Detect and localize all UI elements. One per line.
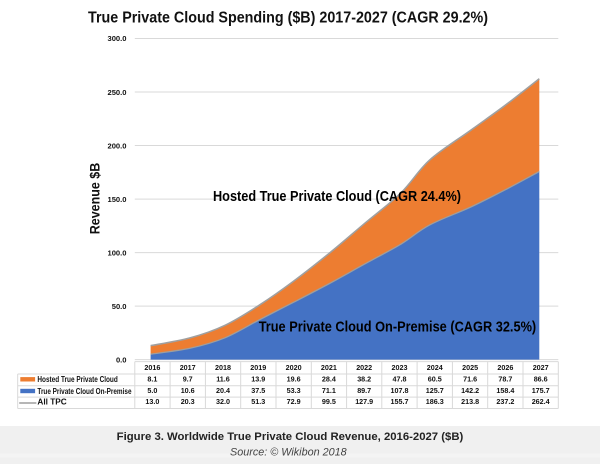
svg-text:72.9: 72.9 <box>287 397 301 406</box>
svg-text:9.7: 9.7 <box>183 374 193 383</box>
svg-text:Hosted True Private Cloud: Hosted True Private Cloud <box>37 375 117 384</box>
svg-text:19.6: 19.6 <box>287 374 301 383</box>
svg-text:10.6: 10.6 <box>181 386 195 395</box>
svg-text:2018: 2018 <box>215 363 231 372</box>
svg-text:2017: 2017 <box>180 363 196 372</box>
svg-text:51.3: 51.3 <box>251 397 265 406</box>
svg-text:2023: 2023 <box>392 363 408 372</box>
svg-text:53.3: 53.3 <box>287 386 301 395</box>
svg-text:200.0: 200.0 <box>107 141 126 150</box>
svg-text:32.0: 32.0 <box>216 397 230 406</box>
svg-text:47.8: 47.8 <box>393 374 407 383</box>
svg-text:89.7: 89.7 <box>357 386 371 395</box>
svg-text:262.4: 262.4 <box>532 397 550 406</box>
svg-text:13.9: 13.9 <box>251 374 265 383</box>
svg-text:237.2: 237.2 <box>496 397 514 406</box>
svg-text:86.6: 86.6 <box>534 374 548 383</box>
svg-text:2025: 2025 <box>462 363 478 372</box>
svg-text:71.6: 71.6 <box>463 374 477 383</box>
svg-text:2020: 2020 <box>286 363 302 372</box>
svg-text:Figure 3. Worldwide True Priva: Figure 3. Worldwide True Private Cloud R… <box>117 431 464 443</box>
svg-text:0.0: 0.0 <box>116 355 127 364</box>
svg-text:37.5: 37.5 <box>251 386 265 395</box>
svg-text:186.3: 186.3 <box>426 397 444 406</box>
svg-text:2022: 2022 <box>356 363 372 372</box>
svg-text:13.0: 13.0 <box>145 397 159 406</box>
svg-text:38.2: 38.2 <box>357 374 371 383</box>
svg-text:71.1: 71.1 <box>322 386 336 395</box>
svg-text:True Private Cloud Spending ($: True Private Cloud Spending ($B) 2017-20… <box>88 9 488 26</box>
svg-text:213.8: 213.8 <box>461 397 479 406</box>
svg-text:Hosted True Private Cloud (CAG: Hosted True Private Cloud (CAGR 24.4%) <box>213 188 461 205</box>
svg-text:300.0: 300.0 <box>107 34 126 43</box>
svg-text:True Private Cloud On-Premise: True Private Cloud On-Premise (CAGR 32.5… <box>259 319 537 336</box>
svg-text:2024: 2024 <box>427 363 443 372</box>
svg-text:78.7: 78.7 <box>498 374 512 383</box>
svg-text:60.5: 60.5 <box>428 374 442 383</box>
svg-text:20.3: 20.3 <box>181 397 195 406</box>
svg-text:2026: 2026 <box>497 363 513 372</box>
svg-text:99.5: 99.5 <box>322 397 336 406</box>
svg-text:155.7: 155.7 <box>391 397 409 406</box>
svg-text:20.4: 20.4 <box>216 386 230 395</box>
svg-text:Revenue $B: Revenue $B <box>88 163 103 235</box>
svg-text:2027: 2027 <box>533 363 549 372</box>
svg-text:All TPC: All TPC <box>37 397 67 406</box>
svg-text:2021: 2021 <box>321 363 337 372</box>
svg-text:11.6: 11.6 <box>216 374 230 383</box>
svg-text:2016: 2016 <box>144 363 160 372</box>
svg-text:True Private Cloud On-Premise: True Private Cloud On-Premise <box>37 387 132 396</box>
svg-text:250.0: 250.0 <box>107 88 126 97</box>
svg-text:150.0: 150.0 <box>107 195 126 204</box>
svg-text:125.7: 125.7 <box>426 386 444 395</box>
svg-text:50.0: 50.0 <box>112 302 127 311</box>
svg-text:107.8: 107.8 <box>391 386 409 395</box>
svg-text:2019: 2019 <box>250 363 266 372</box>
svg-text:142.2: 142.2 <box>461 386 479 395</box>
svg-text:158.4: 158.4 <box>496 386 514 395</box>
svg-text:8.1: 8.1 <box>147 374 157 383</box>
svg-text:127.9: 127.9 <box>355 397 373 406</box>
svg-text:Source: © Wikibon 2018: Source: © Wikibon 2018 <box>230 447 348 459</box>
svg-text:100.0: 100.0 <box>107 248 126 257</box>
svg-text:5.0: 5.0 <box>147 386 157 395</box>
svg-text:175.7: 175.7 <box>532 386 550 395</box>
svg-text:28.4: 28.4 <box>322 374 336 383</box>
